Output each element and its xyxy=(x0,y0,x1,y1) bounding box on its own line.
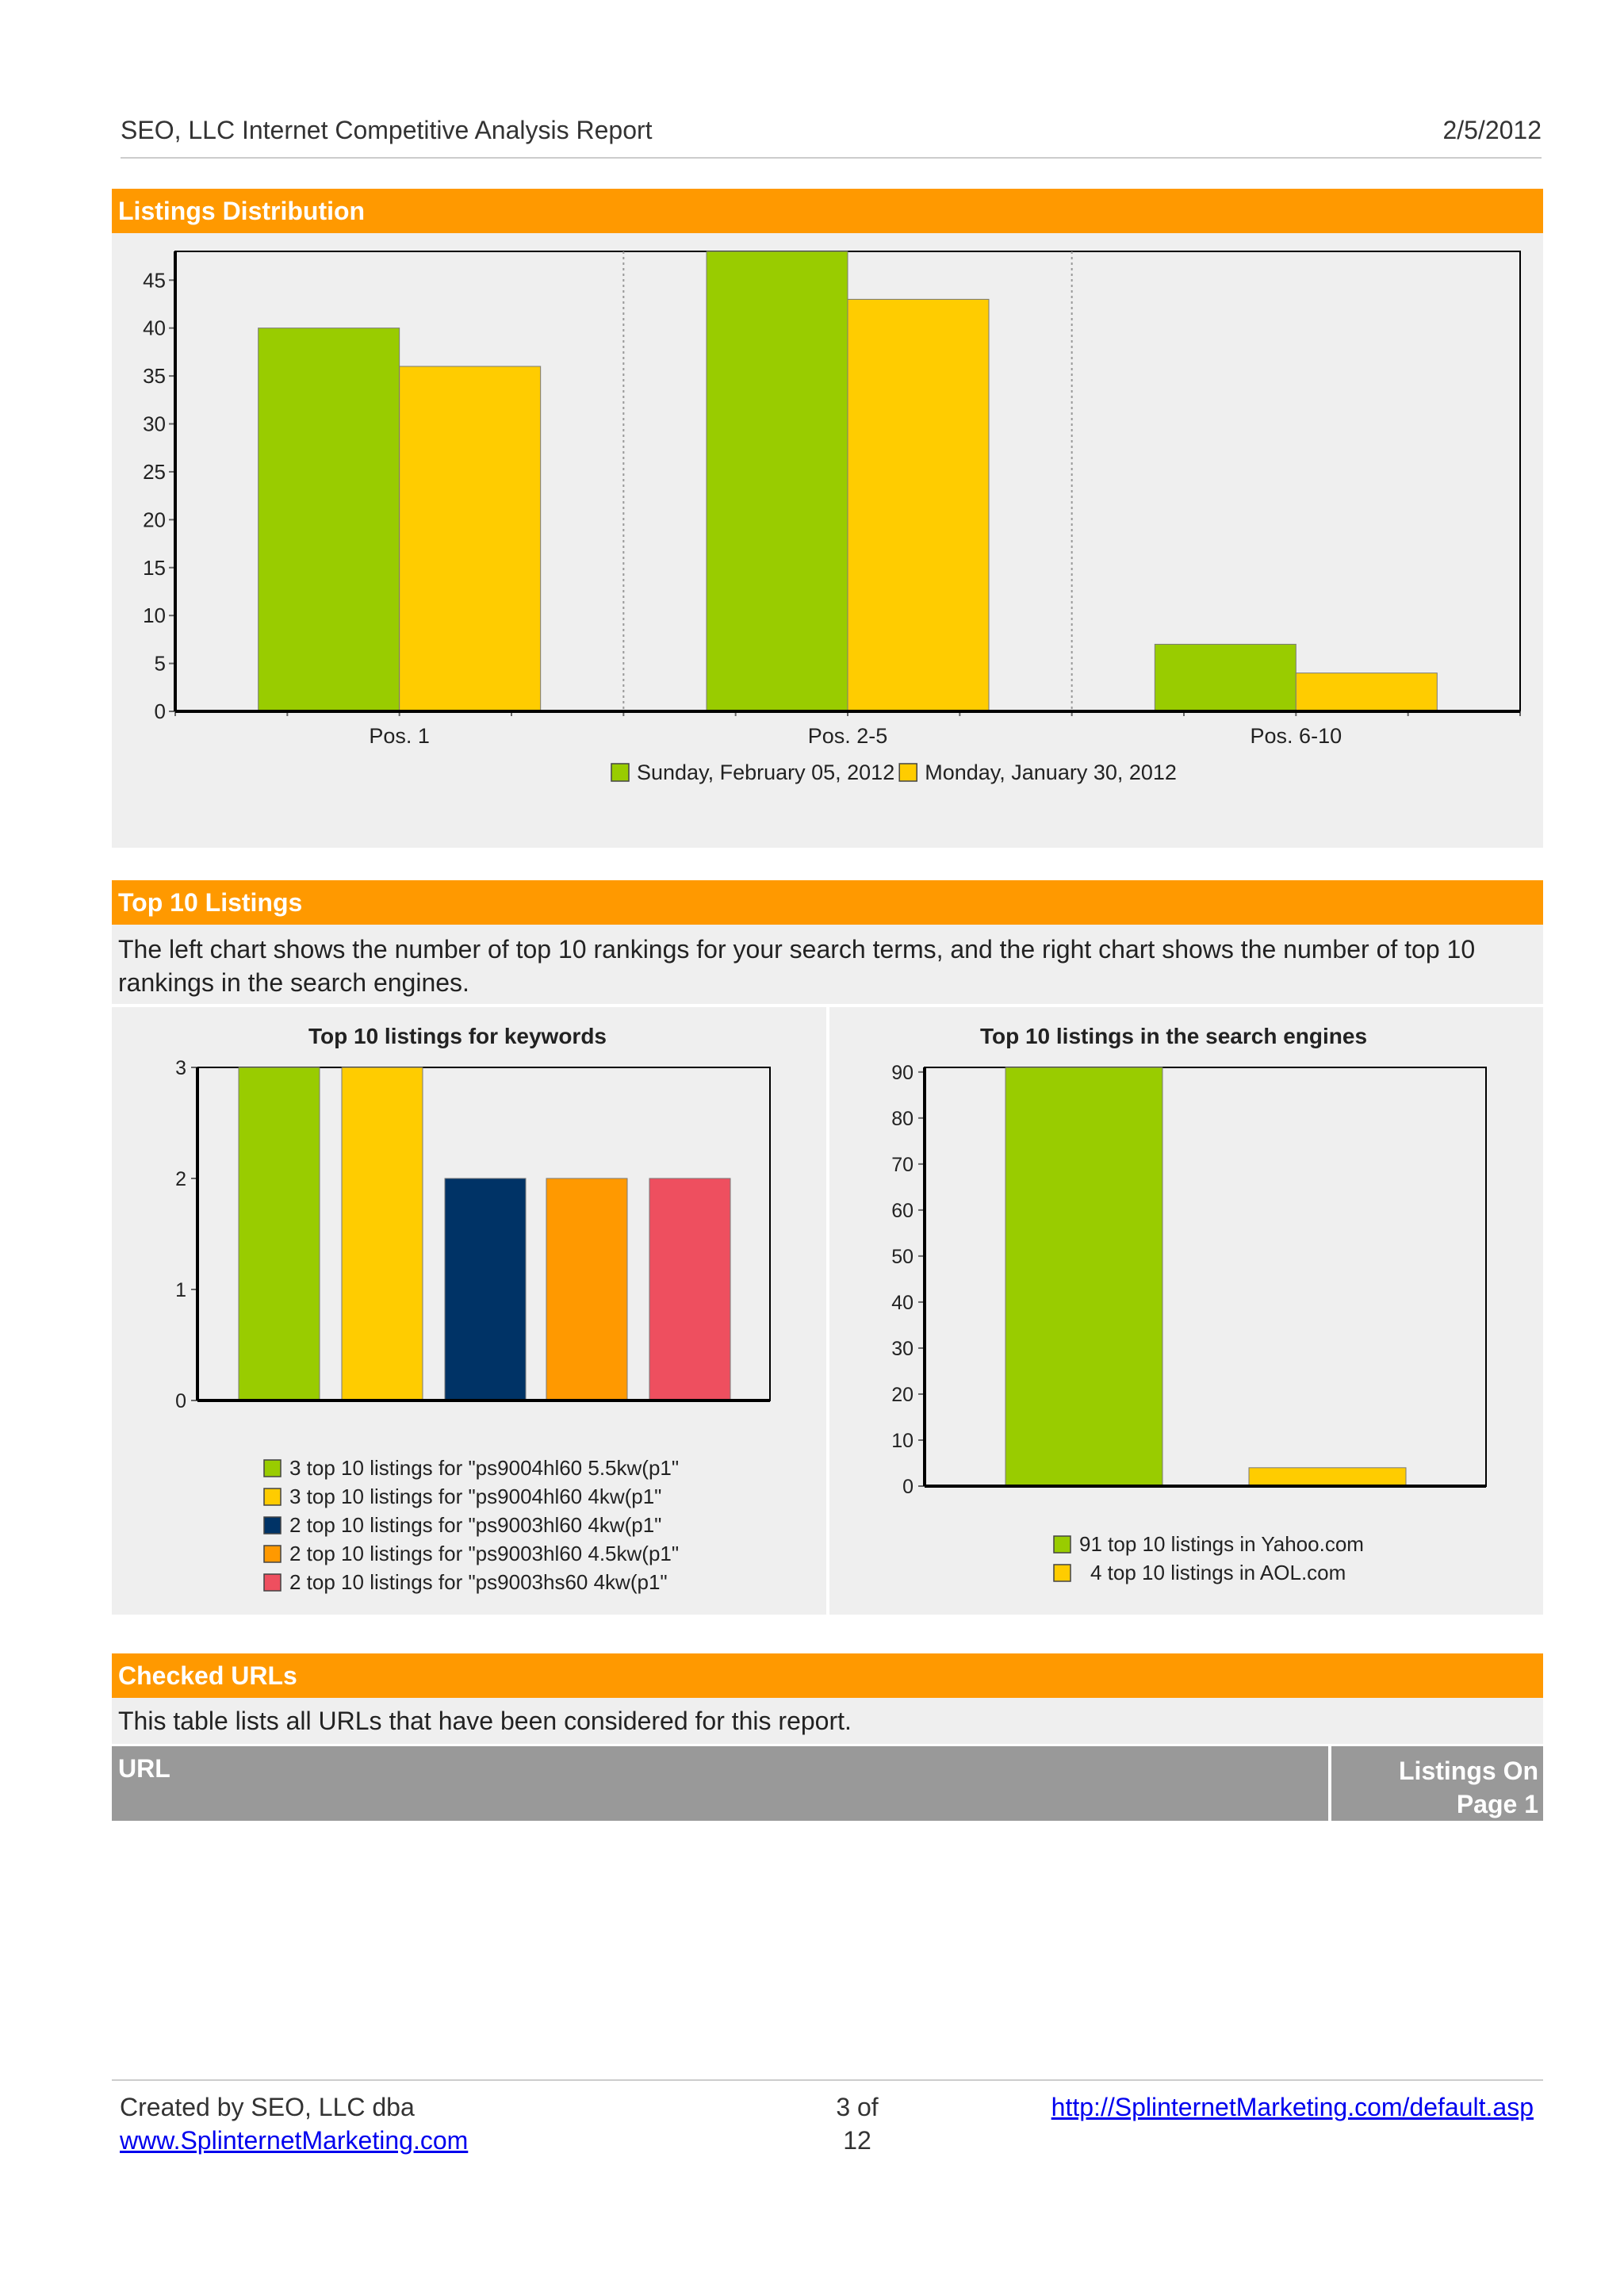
y-tick-label: 3 xyxy=(175,1057,186,1079)
y-tick-label: 40 xyxy=(891,1292,914,1314)
y-tick-label: 0 xyxy=(155,699,166,723)
y-tick-label: 20 xyxy=(891,1384,914,1406)
y-tick-label: 20 xyxy=(143,508,166,531)
col-header-listings[interactable]: Listings On Page 1 xyxy=(1331,1746,1543,1821)
urls-table-header: URL Listings On Page 1 xyxy=(112,1746,1543,1821)
y-tick-label: 35 xyxy=(143,364,166,388)
legend-label: 2 top 10 listings for "ps9003hl60 4kw(p1… xyxy=(289,1513,661,1537)
y-tick-label: 1 xyxy=(175,1279,186,1301)
col-header-listings-line2: Page 1 xyxy=(1456,1790,1538,1818)
engines-chart: Top 10 listings in the search engines 0 10… xyxy=(891,1024,1487,1584)
legend-swatch xyxy=(898,763,917,782)
footer-created-text: Created by SEO, LLC dba xyxy=(120,2093,415,2121)
col-header-url[interactable]: URL xyxy=(118,1754,170,1783)
y-tick-label: 50 xyxy=(891,1246,914,1268)
legend-swatch xyxy=(263,1516,282,1534)
y-tick-label: 70 xyxy=(891,1154,914,1176)
footer-created: Created by SEO, LLC dba www.SplinternetM… xyxy=(120,2090,468,2157)
section-top10-listings: Top 10 Listings xyxy=(112,880,1543,925)
report-title: SEO, LLC Internet Competitive Analysis R… xyxy=(121,116,653,144)
legend-label: 91 top 10 listings in Yahoo.com xyxy=(1079,1532,1364,1556)
report-header: SEO, LLC Internet Competitive Analysis R… xyxy=(121,116,1542,159)
bar xyxy=(1295,672,1438,712)
y-tick-label: 45 xyxy=(143,268,166,292)
x-tick-label: Pos. 6-10 xyxy=(1251,724,1342,748)
engines-chart-panel: Top 10 listings in the search engines 0 10… xyxy=(829,1007,1543,1615)
legend-label: 3 top 10 listings for "ps9004hl60 4kw(p1… xyxy=(289,1485,661,1508)
checked-urls-description: This table lists all URLs that have been… xyxy=(112,1698,1543,1744)
y-tick-label: 80 xyxy=(891,1108,914,1130)
x-tick-label: Pos. 1 xyxy=(369,724,430,748)
y-tick-label: 10 xyxy=(891,1430,914,1452)
legend-swatch xyxy=(263,1573,282,1592)
y-tick-label: 90 xyxy=(891,1062,914,1084)
legend-swatch xyxy=(611,763,630,782)
legend-swatch xyxy=(263,1459,282,1477)
legend-swatch xyxy=(263,1488,282,1506)
bar xyxy=(238,1067,320,1401)
listings-distribution-chart: 0 5 10 15 20 25 30 35 40 45 Pos. 1 Pos. 2-5 Pos. 6-1… xyxy=(143,251,1521,784)
legend-label: 2 top 10 listings for "ps9003hl60 4.5kw(… xyxy=(289,1542,679,1565)
y-tick-label: 25 xyxy=(143,460,166,484)
legend-swatch xyxy=(1053,1564,1071,1582)
listings-distribution-panel: 0 5 10 15 20 25 30 35 40 45 Pos. 1 Pos. 2-5 Pos. 6-1… xyxy=(112,233,1543,848)
legend-label: Monday, January 30, 2012 xyxy=(925,761,1177,784)
legend-label: Sunday, February 05, 2012 xyxy=(637,761,894,784)
legend-label: 3 top 10 listings for "ps9004hl60 5.5kw(… xyxy=(289,1456,679,1480)
footer-created-link[interactable]: www.SplinternetMarketing.com xyxy=(120,2126,469,2155)
y-tick-label: 5 xyxy=(155,652,166,676)
y-tick-label: 10 xyxy=(143,603,166,627)
y-tick-label: 60 xyxy=(891,1200,914,1222)
legend-swatch xyxy=(263,1545,282,1563)
y-tick-label: 30 xyxy=(143,412,166,436)
legend-swatch xyxy=(1053,1535,1071,1554)
bar xyxy=(399,366,542,712)
top10-description: The left chart shows the number of top 1… xyxy=(112,925,1543,1004)
report-footer: Created by SEO, LLC dba www.SplinternetM… xyxy=(112,2079,1543,2176)
keywords-chart: Top 10 listings for keywords 0 1 2 3 3 top 10… xyxy=(175,1024,771,1594)
bar xyxy=(444,1178,527,1401)
x-tick-label: Pos. 2-5 xyxy=(808,724,888,748)
y-tick-label: 0 xyxy=(175,1390,186,1412)
y-tick-label: 2 xyxy=(175,1168,186,1190)
footer-page-line2: 12 xyxy=(843,2126,871,2155)
footer-url: http://SplinternetMarketing.com/default.… xyxy=(1051,2090,1534,2124)
bar xyxy=(546,1178,628,1401)
bar xyxy=(1154,643,1297,712)
report-date: 2/5/2012 xyxy=(1442,116,1542,144)
col-separator xyxy=(1328,1746,1331,1821)
y-tick-label: 15 xyxy=(143,556,166,580)
section-listings-distribution: Listings Distribution xyxy=(112,189,1543,233)
bar xyxy=(1005,1067,1163,1487)
chart-title: Top 10 listings in the search engines xyxy=(980,1024,1367,1048)
section-checked-urls: Checked URLs xyxy=(112,1653,1543,1698)
legend-label: 4 top 10 listings in AOL.com xyxy=(1090,1561,1346,1584)
y-tick-label: 30 xyxy=(891,1338,914,1360)
footer-page-number: 3 of 12 xyxy=(778,2090,936,2157)
keywords-chart-panel: Top 10 listings for keywords 0 1 2 3 3 top 10… xyxy=(112,1007,826,1615)
footer-url-link[interactable]: http://SplinternetMarketing.com/default.… xyxy=(1051,2093,1534,2121)
footer-page-line1: 3 of xyxy=(836,2093,879,2121)
bar xyxy=(258,328,400,712)
bar xyxy=(341,1067,423,1401)
bar xyxy=(649,1178,731,1401)
chart-title: Top 10 listings for keywords xyxy=(308,1024,607,1048)
col-header-listings-line1: Listings On xyxy=(1399,1757,1538,1785)
y-tick-label: 0 xyxy=(902,1476,914,1498)
bar xyxy=(1248,1467,1407,1487)
legend-label: 2 top 10 listings for "ps9003hs60 4kw(p1… xyxy=(289,1570,668,1594)
bar xyxy=(706,251,848,712)
y-tick-label: 40 xyxy=(143,316,166,340)
bar xyxy=(847,298,990,712)
